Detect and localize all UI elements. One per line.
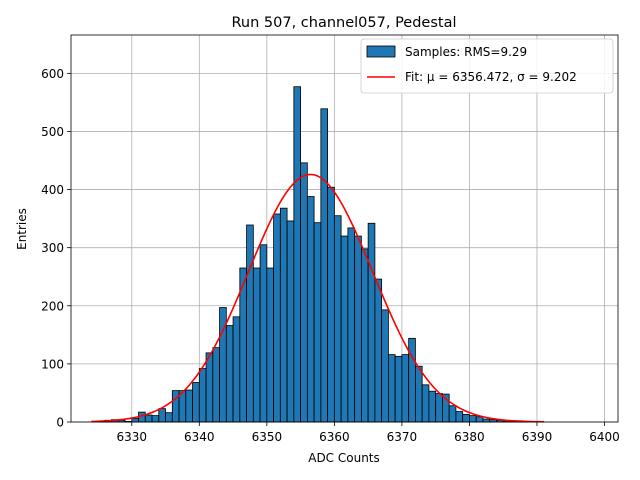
histogram-bar <box>246 224 254 423</box>
y-tick-label: 600 <box>41 67 64 81</box>
y-tick-label: 400 <box>41 183 64 197</box>
histogram-bar <box>198 368 207 423</box>
histogram-bar <box>293 86 302 423</box>
y-tick-label: 300 <box>41 241 64 255</box>
legend-samples-label: Samples: RMS=9.29 <box>405 45 527 59</box>
y-axis-label: Entries <box>15 208 29 250</box>
histogram-bar <box>313 222 322 423</box>
x-tick-label: 6350 <box>252 430 283 444</box>
histogram-bar <box>185 389 193 423</box>
legend: Samples: RMS=9.29 Fit: μ = 6356.472, σ =… <box>360 38 614 94</box>
x-tick-label: 6330 <box>117 430 148 444</box>
histogram-bar <box>144 414 153 423</box>
x-axis-label: ADC Counts <box>308 451 380 465</box>
legend-samples-swatch <box>366 45 396 58</box>
histogram-bar <box>158 408 166 423</box>
histogram-bar <box>273 213 281 423</box>
histogram-bar <box>232 316 241 423</box>
histogram-bar <box>131 418 139 423</box>
fit-curve <box>91 173 544 423</box>
y-tick-label: 200 <box>41 299 64 313</box>
histogram-bar <box>225 325 234 423</box>
histogram-bars <box>97 86 545 423</box>
histogram-bar <box>367 222 376 423</box>
legend-fit-label: Fit: μ = 6356.472, σ = 9.202 <box>405 70 577 84</box>
y-tick-label: 0 <box>56 416 64 430</box>
y-tick-label: 100 <box>41 357 64 371</box>
histogram-bar <box>259 244 268 423</box>
x-tick-label: 6390 <box>522 430 553 444</box>
histogram-bar <box>151 415 160 423</box>
grid-lines <box>71 35 618 423</box>
histogram-bar <box>165 412 173 423</box>
x-tick-label: 6380 <box>454 430 485 444</box>
x-tick-label: 6400 <box>589 430 620 444</box>
x-tick-label: 6360 <box>319 430 350 444</box>
plot-frame <box>70 34 619 423</box>
histogram-bar <box>327 186 335 423</box>
histogram-bar <box>482 418 491 423</box>
histogram-bar <box>415 365 423 423</box>
chart-title: Run 507, channel057, Pedestal <box>231 15 456 31</box>
histogram-bar <box>462 414 470 423</box>
histogram-bar <box>279 207 288 423</box>
histogram-bar <box>387 354 396 423</box>
x-axis-ticks: 6330 6340 6350 6360 6370 6380 6390 6400 <box>117 422 620 444</box>
histogram-bar <box>306 196 315 423</box>
x-tick-label: 6370 <box>387 430 418 444</box>
y-axis-ticks: 0 100 200 300 400 500 600 <box>41 67 71 430</box>
histogram-bar <box>252 267 261 423</box>
histogram-bar <box>360 248 369 423</box>
histogram-bar <box>320 108 329 423</box>
histogram-bar <box>448 405 457 423</box>
x-tick-label: 6340 <box>184 430 215 444</box>
histogram-bar <box>374 278 383 423</box>
histogram-bar <box>394 355 403 423</box>
legend-box <box>360 38 614 94</box>
histogram-bar <box>421 384 430 423</box>
histogram-bar <box>475 416 484 423</box>
histogram-bar <box>212 347 220 423</box>
histogram-bar <box>205 352 214 423</box>
histogram-bar <box>408 337 416 423</box>
histogram-bar <box>340 235 349 423</box>
histogram-bar <box>428 390 437 423</box>
histogram-bar <box>435 393 443 423</box>
histogram-bar <box>300 162 308 423</box>
histogram-bar <box>171 390 180 423</box>
histogram-bar <box>347 227 356 423</box>
histogram-bar <box>286 220 295 423</box>
y-tick-label: 500 <box>41 125 64 139</box>
histogram-bar <box>333 215 342 423</box>
histogram-bar <box>469 415 477 423</box>
histogram-bar <box>381 309 389 423</box>
histogram-bar <box>192 382 200 423</box>
histogram-bar <box>354 235 362 423</box>
histogram-bar <box>266 267 274 423</box>
histogram-bar <box>401 354 410 423</box>
histogram-bar <box>455 411 464 423</box>
